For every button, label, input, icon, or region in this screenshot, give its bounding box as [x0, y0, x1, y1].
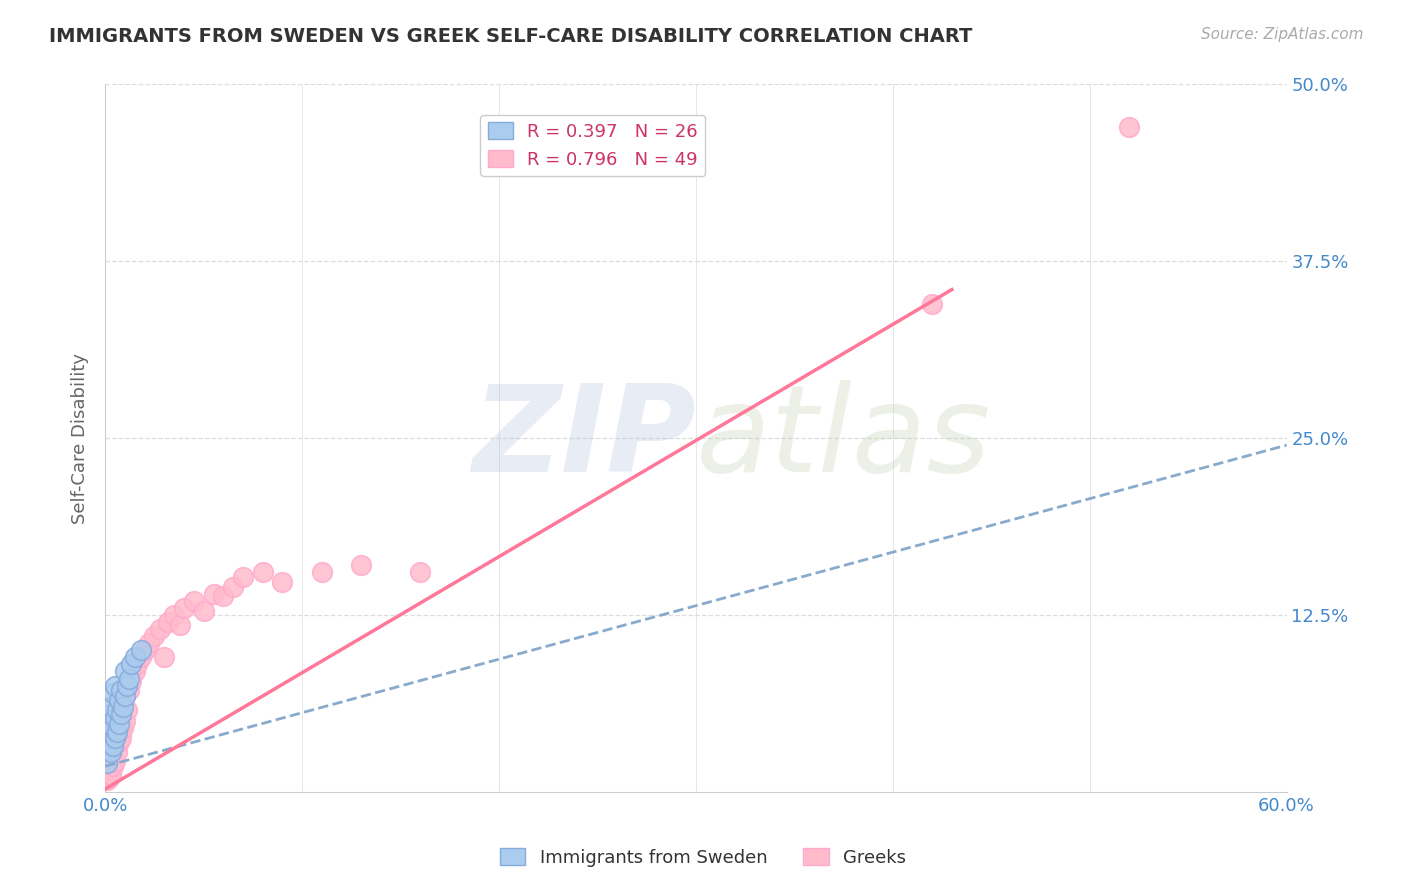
- Text: Source: ZipAtlas.com: Source: ZipAtlas.com: [1201, 27, 1364, 42]
- Point: [96, 764, 118, 778]
- Point: [409, 566, 432, 580]
- Point: [110, 699, 132, 714]
- Point: [124, 650, 146, 665]
- Point: [101, 686, 124, 700]
- Point: [101, 759, 124, 773]
- Point: [115, 679, 138, 693]
- Point: [202, 587, 225, 601]
- Point: [104, 731, 127, 745]
- Point: [110, 706, 132, 721]
- Point: [350, 558, 373, 573]
- Point: [100, 699, 122, 714]
- Point: [183, 593, 205, 607]
- Point: [104, 754, 127, 768]
- Point: [114, 665, 136, 679]
- Legend: R = 0.397   N = 26, R = 0.796   N = 49: R = 0.397 N = 26, R = 0.796 N = 49: [481, 115, 706, 176]
- Point: [169, 617, 191, 632]
- Point: [125, 657, 148, 672]
- Point: [163, 607, 186, 622]
- Point: [98, 742, 121, 756]
- Point: [271, 575, 294, 590]
- Point: [111, 699, 134, 714]
- Point: [173, 600, 195, 615]
- Point: [1118, 120, 1140, 134]
- Y-axis label: Self-Care Disability: Self-Care Disability: [72, 352, 89, 524]
- Point: [157, 615, 180, 629]
- Point: [100, 745, 122, 759]
- Point: [98, 706, 121, 721]
- Text: atlas: atlas: [696, 380, 991, 497]
- Point: [134, 643, 156, 657]
- Point: [118, 672, 141, 686]
- Legend: Immigrants from Sweden, Greeks: Immigrants from Sweden, Greeks: [492, 841, 914, 874]
- Point: [101, 721, 124, 735]
- Point: [114, 689, 136, 703]
- Point: [100, 768, 122, 782]
- Point: [129, 643, 152, 657]
- Point: [110, 682, 132, 697]
- Point: [222, 580, 245, 594]
- Point: [120, 657, 142, 672]
- Point: [104, 711, 127, 725]
- Point: [212, 590, 235, 604]
- Point: [114, 689, 136, 703]
- Point: [149, 622, 172, 636]
- Text: IMMIGRANTS FROM SWEDEN VS GREEK SELF-CARE DISABILITY CORRELATION CHART: IMMIGRANTS FROM SWEDEN VS GREEK SELF-CAR…: [49, 27, 973, 45]
- Point: [96, 756, 118, 771]
- Point: [115, 703, 138, 717]
- Point: [921, 296, 943, 310]
- Point: [96, 773, 118, 788]
- Point: [252, 566, 274, 580]
- Point: [105, 703, 128, 717]
- Point: [108, 735, 131, 749]
- Point: [105, 716, 128, 731]
- Point: [108, 692, 131, 706]
- Point: [311, 566, 333, 580]
- Point: [108, 706, 131, 721]
- Text: ZIP: ZIP: [472, 380, 696, 497]
- Point: [104, 679, 127, 693]
- Point: [108, 716, 131, 731]
- Point: [118, 682, 141, 697]
- Point: [114, 714, 136, 728]
- Point: [105, 725, 128, 739]
- Point: [124, 665, 146, 679]
- Point: [100, 731, 122, 745]
- Point: [105, 745, 128, 759]
- Point: [100, 728, 122, 742]
- Point: [111, 721, 134, 735]
- Point: [153, 650, 176, 665]
- Point: [98, 735, 121, 749]
- Point: [120, 674, 142, 689]
- Point: [100, 749, 122, 764]
- Point: [98, 771, 121, 785]
- Point: [104, 728, 127, 742]
- Point: [98, 756, 121, 771]
- Point: [101, 739, 124, 754]
- Point: [101, 739, 124, 754]
- Point: [110, 731, 132, 745]
- Point: [129, 650, 152, 665]
- Point: [138, 636, 160, 650]
- Point: [193, 604, 215, 618]
- Point: [143, 629, 166, 643]
- Point: [232, 570, 254, 584]
